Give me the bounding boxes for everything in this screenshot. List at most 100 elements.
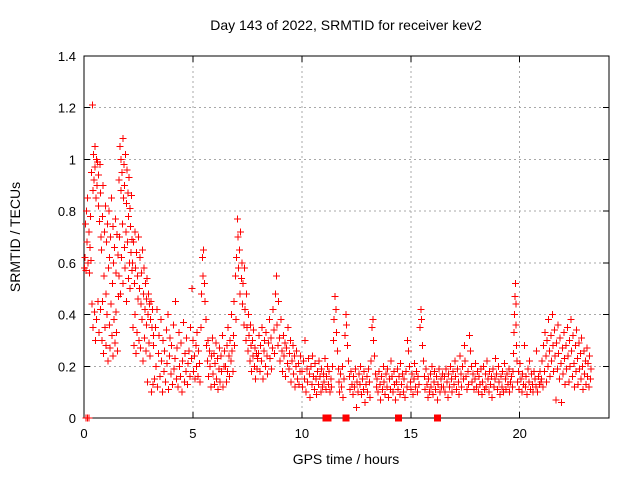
- data-point-plus: [407, 386, 415, 394]
- data-point-plus: [186, 373, 194, 381]
- data-point-plus: [89, 186, 97, 194]
- data-point-plus: [103, 311, 111, 319]
- data-point-plus: [361, 398, 369, 406]
- data-point-plus: [328, 362, 336, 370]
- data-point-plus: [139, 357, 147, 365]
- data-point-plus: [279, 331, 287, 339]
- data-point-plus: [228, 347, 236, 355]
- data-point-plus: [560, 329, 568, 337]
- data-point-plus: [578, 362, 586, 370]
- data-point-plus: [247, 342, 255, 350]
- data-point-plus: [524, 365, 532, 373]
- data-point-plus: [435, 365, 443, 373]
- data-point-plus: [82, 220, 90, 228]
- data-point-plus: [493, 370, 501, 378]
- data-point-plus: [497, 373, 505, 381]
- data-point-plus: [539, 383, 547, 391]
- data-point-plus: [160, 367, 168, 375]
- data-point-plus: [101, 324, 109, 331]
- data-point-plus: [479, 378, 487, 386]
- data-point-plus: [520, 342, 528, 350]
- data-point-plus: [290, 352, 298, 360]
- data-point-plus: [252, 375, 260, 383]
- data-point-plus: [387, 357, 395, 365]
- data-point-plus: [195, 360, 203, 368]
- x-tick-label: 10: [295, 426, 309, 441]
- data-point-plus: [133, 249, 141, 257]
- data-point-plus: [97, 246, 105, 254]
- data-point-plus: [333, 347, 341, 355]
- data-point-plus: [172, 298, 180, 306]
- data-point-plus: [375, 367, 383, 375]
- data-point-plus: [105, 207, 113, 215]
- data-point-plus: [481, 370, 489, 378]
- data-point-plus: [142, 295, 150, 303]
- data-point-plus: [218, 367, 226, 375]
- data-point-plus: [447, 375, 455, 383]
- data-point-plus: [95, 217, 103, 225]
- data-point-plus: [190, 367, 198, 375]
- data-point-plus: [378, 386, 386, 394]
- data-point-plus: [286, 336, 294, 344]
- data-point-plus: [420, 373, 428, 381]
- data-point-plus: [549, 342, 557, 350]
- x-tick-label: 15: [404, 426, 418, 441]
- data-point-plus: [408, 370, 416, 378]
- data-point-plus: [207, 383, 215, 391]
- data-point-plus: [558, 344, 566, 352]
- data-point-plus: [507, 378, 515, 386]
- data-point-plus: [190, 352, 198, 360]
- data-point-plus: [110, 316, 118, 324]
- data-point-plus: [125, 212, 133, 220]
- data-point-plus: [299, 357, 307, 365]
- data-point-plus: [85, 414, 93, 422]
- data-point-plus: [225, 352, 233, 360]
- data-point-plus: [224, 324, 232, 331]
- data-point-plus: [128, 259, 136, 267]
- data-point-plus: [93, 181, 101, 189]
- data-point-plus: [293, 375, 301, 383]
- data-point-plus: [400, 375, 408, 383]
- data-point-plus: [232, 316, 240, 324]
- data-point-plus: [90, 176, 98, 184]
- data-point-plus: [85, 269, 93, 277]
- data-point-plus: [397, 360, 405, 368]
- data-point-plus: [399, 388, 407, 396]
- data-point-plus: [506, 388, 514, 396]
- data-point-plus: [510, 329, 518, 337]
- data-point-plus: [100, 349, 108, 357]
- data-point-plus: [441, 388, 449, 396]
- data-point-plus: [86, 212, 94, 220]
- data-point-plus: [537, 375, 545, 383]
- data-point-plus: [116, 143, 124, 150]
- data-point-plus: [521, 383, 529, 391]
- data-point-plus: [462, 373, 470, 381]
- data-point-plus: [127, 223, 135, 231]
- data-point-plus: [169, 380, 177, 388]
- data-point-plus: [115, 272, 123, 280]
- data-point-plus: [177, 339, 185, 347]
- data-point-plus: [209, 370, 217, 378]
- data-point-plus: [200, 280, 208, 288]
- data-point-plus: [102, 290, 110, 298]
- data-point-plus: [501, 375, 509, 383]
- data-point-plus: [415, 380, 423, 388]
- data-point-plus: [237, 228, 245, 236]
- data-point-plus: [579, 386, 587, 394]
- data-point-plus: [136, 285, 144, 293]
- data-point-plus: [335, 378, 343, 386]
- data-point-plus: [517, 375, 525, 383]
- data-point-plus: [114, 251, 122, 259]
- data-point-plus: [314, 367, 322, 375]
- data-point-plus: [140, 264, 148, 272]
- data-point-plus: [238, 259, 246, 267]
- data-point-plus: [129, 324, 137, 331]
- data-point-plus: [288, 357, 296, 365]
- data-point-plus: [104, 357, 112, 365]
- data-point-plus: [513, 342, 521, 350]
- data-point-plus: [93, 316, 101, 324]
- data-point-plus: [290, 370, 298, 378]
- data-point-plus: [357, 362, 365, 370]
- data-point-plus: [164, 311, 172, 319]
- data-point-plus: [480, 362, 488, 370]
